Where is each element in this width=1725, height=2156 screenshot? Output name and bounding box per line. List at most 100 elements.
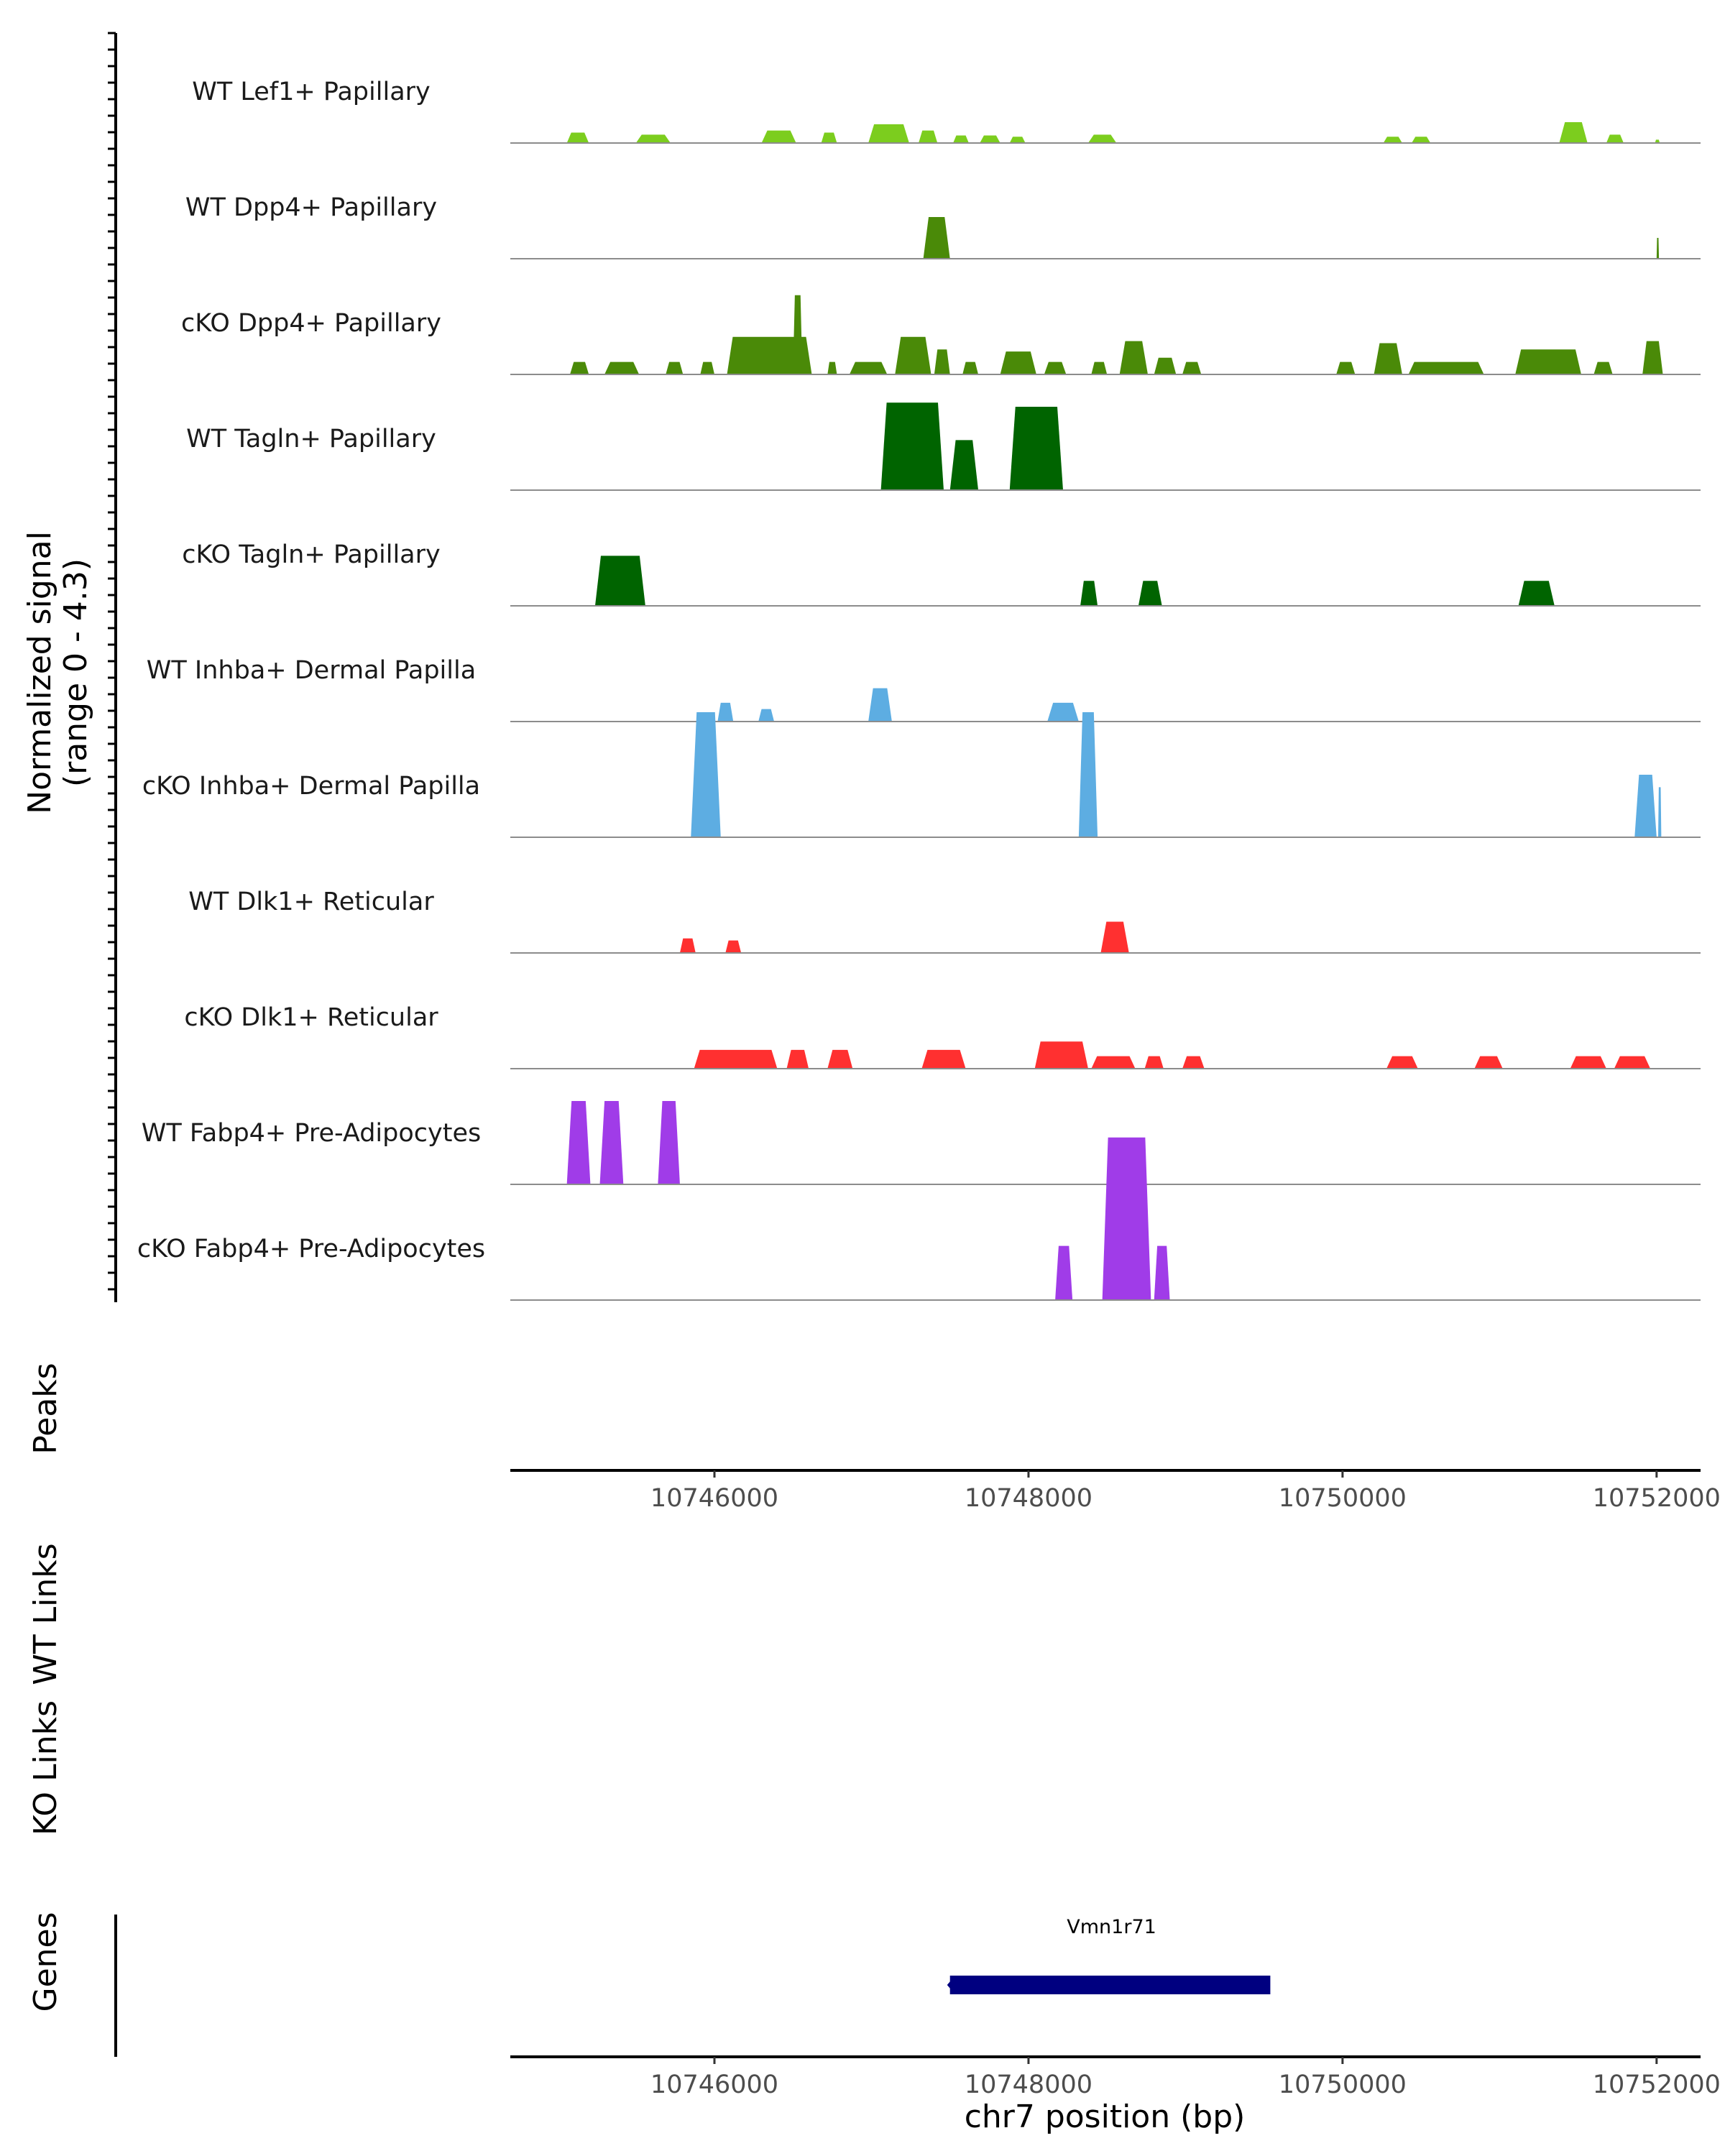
y-axis-title-line1: Normalized signal	[22, 531, 58, 814]
y-axis-ticks	[108, 32, 116, 1291]
signal-peak	[1100, 921, 1129, 953]
signal-peak	[1655, 139, 1660, 143]
track-label: WT Fabp4+ Pre-Adipocytes	[142, 1119, 481, 1148]
track-1: WT Dpp4+ Papillary	[185, 193, 1701, 259]
genes-track-label: Genes	[27, 1912, 64, 2012]
x-tick-label: 10750000	[1279, 2070, 1407, 2099]
signal-peak	[1570, 1056, 1606, 1069]
track-label: WT Dlk1+ Reticular	[188, 888, 434, 916]
track-10: cKO Fabp4+ Pre-Adipocytes	[137, 1137, 1701, 1301]
signal-peak	[725, 940, 742, 953]
signal-peak	[1009, 137, 1026, 143]
signal-peak	[1091, 361, 1108, 374]
signal-peak	[566, 1101, 591, 1184]
track-3: WT Tagln+ Papillary	[186, 402, 1701, 491]
track-label: WT Lef1+ Papillary	[192, 78, 431, 106]
track-label: cKO Inhba+ Dermal Papilla	[142, 772, 480, 801]
signal-peak	[1154, 357, 1177, 374]
signal-peak	[1080, 581, 1098, 606]
coverage-tracks: WT Lef1+ Papillary WT Dpp4+ Papillary cKO …	[137, 78, 1701, 1301]
signal-peak	[949, 440, 979, 490]
x-axis-peaks: 10746000 10748000 10750000 10752000	[510, 1469, 1721, 1513]
signal-peak	[1055, 1245, 1073, 1300]
signal-peak	[1656, 238, 1660, 259]
signal-peak	[793, 295, 803, 374]
signal-peak	[1408, 361, 1484, 374]
signal-peak	[1374, 343, 1402, 374]
track-label: WT Inhba+ Dermal Papilla	[147, 656, 476, 685]
signal-peak	[919, 130, 938, 143]
signal-peak	[1119, 341, 1148, 374]
track-9: WT Fabp4+ Pre-Adipocytes	[142, 1101, 1701, 1185]
track-8: cKO Dlk1+ Reticular	[184, 1003, 1701, 1069]
signal-peak	[1078, 712, 1098, 837]
signal-peak	[934, 349, 950, 374]
signal-peak	[666, 361, 684, 374]
track-0: WT Lef1+ Papillary	[192, 78, 1701, 144]
signal-peak	[1138, 581, 1162, 606]
signal-peak	[1593, 361, 1613, 374]
signal-peak	[658, 1101, 680, 1184]
signal-peak	[691, 712, 721, 837]
signal-peak	[604, 361, 640, 374]
signal-peak	[953, 135, 969, 143]
signal-peak	[1515, 349, 1581, 374]
signal-peak	[700, 361, 715, 374]
signal-peak	[694, 1049, 778, 1069]
signal-peak	[594, 556, 645, 606]
ko-links-label: KO Links	[27, 1700, 64, 1835]
signal-peak	[1383, 137, 1402, 143]
signal-peak	[868, 688, 892, 722]
y-axis-title-line2: (range 0 - 4.3)	[58, 558, 94, 787]
signal-peak	[1091, 1056, 1136, 1069]
track-label: cKO Fabp4+ Pre-Adipocytes	[137, 1235, 485, 1263]
signal-peak	[1000, 351, 1036, 374]
signal-peak	[570, 361, 589, 374]
track-label: cKO Dpp4+ Papillary	[181, 309, 441, 338]
signal-peak	[895, 336, 932, 374]
signal-peak	[880, 402, 944, 490]
signal-peak	[635, 134, 671, 143]
signal-peak	[717, 702, 734, 722]
track-label: WT Dpp4+ Papillary	[185, 193, 437, 222]
signal-peak	[566, 132, 589, 143]
gene-strand-arrow	[947, 1980, 952, 1990]
signal-peak	[1102, 1137, 1151, 1300]
signal-peak	[1559, 122, 1588, 143]
signal-peak	[962, 361, 979, 374]
track-7: WT Dlk1+ Reticular	[188, 888, 1701, 954]
signal-peak	[923, 217, 950, 259]
signal-peak	[1642, 341, 1663, 374]
signal-peak	[849, 361, 888, 374]
signal-peak	[1182, 361, 1202, 374]
x-tick-label: 10746000	[650, 2070, 778, 2099]
signal-peak	[1087, 134, 1117, 143]
signal-peak	[1518, 581, 1555, 606]
signal-peak	[827, 1049, 853, 1069]
signal-peak	[1182, 1056, 1205, 1069]
signal-peak	[1634, 775, 1657, 837]
signal-peak	[1154, 1245, 1170, 1300]
signal-peak	[1386, 1056, 1418, 1069]
signal-peak	[1658, 787, 1662, 837]
track-4: cKO Tagln+ Papillary	[182, 540, 1701, 607]
signal-peak	[1047, 702, 1079, 722]
gene-label: Vmn1r71	[1067, 1916, 1156, 1938]
peaks-track-label: Peaks	[27, 1363, 64, 1454]
x-tick-label: 10748000	[965, 2070, 1092, 2099]
wt-links-label: WT Links	[27, 1543, 64, 1685]
signal-peak	[980, 135, 1000, 143]
signal-peak	[1614, 1056, 1651, 1069]
x-tick-label: 10748000	[965, 1484, 1092, 1513]
signal-peak	[1034, 1041, 1088, 1069]
x-axis-title: chr7 position (bp)	[965, 2099, 1246, 2135]
track-5: WT Inhba+ Dermal Papilla	[147, 656, 1701, 722]
signal-peak	[868, 124, 909, 143]
signal-peak	[1412, 137, 1431, 143]
x-tick-label: 10752000	[1593, 2070, 1721, 2099]
signal-peak	[1336, 361, 1356, 374]
track-label: cKO Tagln+ Papillary	[182, 540, 441, 569]
signal-peak	[1009, 407, 1064, 490]
signal-peak	[761, 130, 796, 143]
gene-annotations: Vmn1r71	[947, 1916, 1271, 1994]
